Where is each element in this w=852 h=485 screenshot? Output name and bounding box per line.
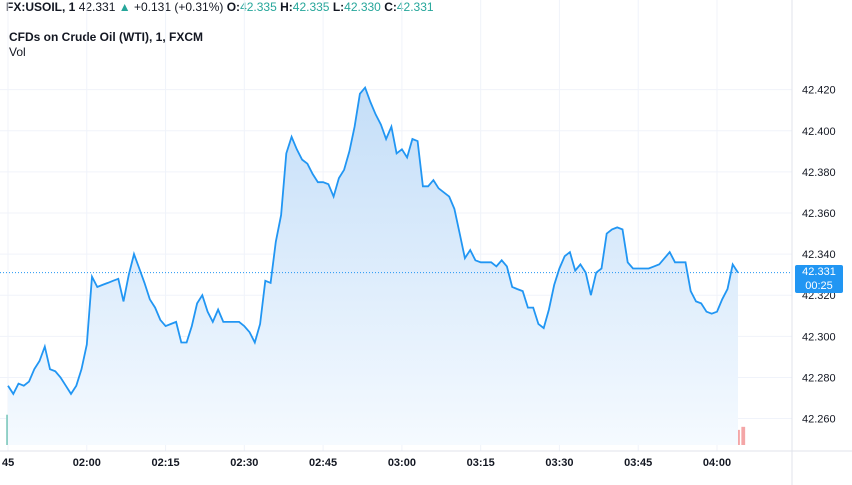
x-tick-label: 02:15 bbox=[151, 457, 179, 469]
last-price: 42.331 bbox=[78, 0, 116, 14]
up-arrow-icon: ▲ bbox=[118, 0, 131, 14]
y-tick-label: 42.300 bbox=[802, 331, 836, 343]
last-price-badge-value: 42.331 bbox=[802, 265, 836, 278]
price-axis[interactable]: 42.260 42.280 42.300 42.320 42.340 42.360 42.3… bbox=[802, 85, 836, 426]
close-label: C: bbox=[384, 0, 397, 14]
price-line bbox=[7, 85, 739, 396]
y-tick-label: 42.400 bbox=[802, 126, 836, 138]
x-tick-label: 02:00 bbox=[73, 457, 101, 469]
y-tick-label: 42.420 bbox=[802, 85, 836, 97]
x-tick-label: 02:30 bbox=[230, 457, 258, 469]
y-tick-label: 42.380 bbox=[802, 167, 836, 179]
volume-bar bbox=[741, 426, 746, 445]
high-value: 42.335 bbox=[292, 0, 330, 14]
x-tick-label: 45 bbox=[2, 457, 14, 469]
open-label: O: bbox=[226, 0, 241, 14]
x-tick-label: 03:15 bbox=[467, 457, 495, 469]
time-axis[interactable]: 45 02:00 02:15 02:30 02:45 03:00 03:15 03:30 03:… bbox=[2, 457, 731, 469]
x-tick-label: 03:30 bbox=[545, 457, 573, 469]
x-tick-label: 04:00 bbox=[703, 457, 731, 469]
y-tick-label: 42.280 bbox=[802, 372, 836, 384]
y-tick-label: 42.340 bbox=[802, 249, 836, 261]
low-value: 42.330 bbox=[344, 0, 381, 14]
x-tick-label: 02:45 bbox=[309, 457, 337, 469]
y-tick-label: 42.260 bbox=[802, 414, 836, 426]
countdown-timer: 00:25 bbox=[805, 279, 833, 292]
symbol-header: FX:USOIL, 1 42.331 ▲ +0.131 (+0.31%) O:4… bbox=[6, 0, 434, 14]
y-tick-label: 42.360 bbox=[802, 208, 836, 220]
volume-label: Vol bbox=[9, 45, 26, 59]
open-value: 42.335 bbox=[240, 0, 277, 14]
low-label: L: bbox=[332, 0, 345, 14]
x-tick-label: 03:00 bbox=[388, 457, 416, 469]
high-label: H: bbox=[280, 0, 293, 14]
y-tick-label: 42.320 bbox=[802, 290, 836, 302]
chart-title: CFDs on Crude Oil (WTI), 1, FXCM bbox=[9, 30, 203, 44]
x-tick-label: 03:45 bbox=[624, 457, 652, 469]
close-value: 42.331 bbox=[396, 0, 434, 14]
price-area bbox=[8, 87, 738, 445]
symbol-name: FX:USOIL, 1 bbox=[6, 0, 76, 14]
last-price-badge: 42.331 00:25 bbox=[795, 264, 843, 293]
price-change: +0.131 (+0.31%) bbox=[133, 0, 224, 14]
